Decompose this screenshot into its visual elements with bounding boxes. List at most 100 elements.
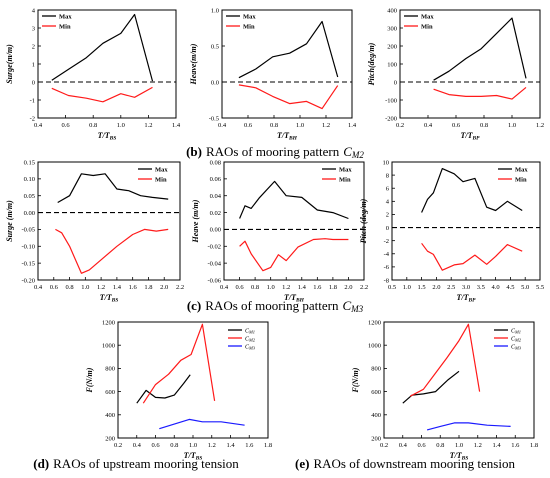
x-tick-label: 1.2 (536, 122, 544, 129)
x-tick-label: 1.0 (508, 122, 516, 129)
y-tick-label: 0.06 (210, 176, 222, 183)
x-tick-label: 0.6 (417, 442, 426, 449)
chart-c-surge: 0.4 0.6 0.8 1.0 1.2 1.4 1.6 1.8 2.0 2.2 -0.20 -0.15… (5, 159, 184, 303)
y-tick-label: -4 (384, 251, 390, 258)
x-tick-label: 1.8 (530, 442, 538, 449)
x-tick-label: 2.2 (360, 284, 368, 291)
legend-label: Min (243, 24, 255, 31)
x-tick-label: 3.5 (477, 284, 485, 291)
x-tick-label: 1.8 (144, 284, 152, 291)
x-tick-label: 1.4 (172, 122, 181, 129)
y-tick-label: 800 (371, 366, 381, 373)
series-line-m2 (142, 323, 216, 404)
y-tick-label: -200 (385, 115, 397, 122)
caption-d: (d) RAOs of upstream mooring tension (33, 456, 239, 471)
series-line-max (239, 180, 349, 220)
series-line-m3 (426, 422, 511, 431)
series-line-m1 (402, 370, 460, 404)
series-line-min (239, 238, 349, 272)
series-line-m2 (410, 323, 481, 397)
caption-b-subscript: M2 (351, 150, 364, 160)
y-tick-label: 0.08 (210, 159, 221, 166)
x-tick-label: 1.2 (282, 284, 290, 291)
legend: Max Min (498, 167, 528, 184)
x-tick-label: 1.6 (511, 442, 520, 449)
legend: Max Min (322, 167, 352, 184)
x-tick-label: 5.5 (536, 284, 544, 291)
y-tick-label: 0.0 (211, 79, 219, 86)
x-tick-label: 0.4 (133, 442, 142, 449)
x-tick-label: 1.4 (492, 442, 501, 449)
series-line-max (238, 20, 339, 79)
y-tick-label: 10 (383, 159, 390, 166)
x-tick-label: 1.2 (97, 284, 105, 291)
y-axis-label: Pitch (deg/m) (359, 198, 368, 243)
y-tick-label: 400 (387, 7, 397, 14)
x-tick-label: 1.2 (208, 442, 216, 449)
y-axis-label: Pitch(deg/m) (367, 42, 376, 85)
x-axis-label: T/TBH (284, 293, 305, 304)
y-tick-label: 4 (386, 199, 390, 206)
y-tick-label: 400 (371, 412, 381, 419)
x-tick-label: 0.8 (270, 122, 278, 129)
y-tick-label: -0.10 (21, 244, 35, 251)
x-tick-label: 0.8 (170, 442, 178, 449)
y-tick-label: -0.06 (207, 277, 221, 284)
caption-b-symbol: C (343, 144, 352, 159)
caption-c-subscript: M3 (350, 304, 363, 314)
chart-c-heave: 0.4 0.6 0.8 1.0 1.2 1.4 1.6 1.8 2.0 2.2 -0.06 -0.04… (191, 159, 368, 303)
y-tick-label: 1.0 (211, 7, 219, 14)
y-tick-label: 200 (105, 435, 115, 442)
x-tick-label: 0.8 (480, 122, 488, 129)
x-axis-label: T/TBS (100, 293, 119, 304)
x-tick-label: 0.8 (65, 284, 73, 291)
x-tick-label: 0.8 (436, 442, 444, 449)
legend: CM1 CM2 CM3 (228, 329, 256, 351)
caption-b-text: RAOs of mooring pattern (206, 144, 340, 159)
caption-b: (b) RAOs of mooring pattern CM2 (186, 144, 364, 160)
y-tick-label: 200 (371, 435, 381, 442)
x-tick-label: 2.0 (344, 284, 352, 291)
x-tick-label: 1.6 (245, 442, 254, 449)
x-tick-label: 0.4 (34, 122, 43, 129)
legend-label: Min (59, 24, 71, 31)
x-tick-label: 1.0 (81, 284, 89, 291)
legend: Max Min (138, 167, 168, 184)
caption-d-text: RAOs of upstream mooring tension (53, 456, 239, 471)
series-line-m3 (159, 418, 245, 430)
y-axis-label: Surge (m/m) (5, 200, 14, 242)
y-tick-label: 0 (32, 79, 35, 86)
x-tick-label: 1.8 (329, 284, 337, 291)
caption-e: (e) RAOs of downstream mooring tension (295, 456, 515, 471)
y-tick-label: 6 (386, 186, 390, 193)
x-tick-label: 2.5 (447, 284, 455, 291)
y-axis-label: F(N/m) (351, 367, 360, 393)
series-line-max (51, 13, 154, 82)
y-tick-label: 0 (386, 225, 389, 232)
y-tick-label: 600 (105, 389, 115, 396)
legend-label: CM1 (511, 329, 521, 335)
y-tick-label: 0.02 (210, 210, 221, 217)
caption-d-prefix: (d) (33, 456, 49, 471)
y-tick-label: 0.5 (211, 43, 219, 50)
chart-e-tension-down: 0.2 0.4 0.6 0.8 1.0 1.2 1.4 1.6 1.8 200 400 600 800 1… (351, 319, 538, 461)
y-tick-label: 600 (371, 389, 381, 396)
y-tick-label: -2 (384, 238, 389, 245)
series-line-max (421, 168, 523, 213)
legend-label: CM1 (245, 329, 255, 335)
x-tick-label: 0.5 (388, 284, 396, 291)
x-tick-label: 1.6 (129, 284, 138, 291)
y-tick-label: 100 (387, 61, 397, 68)
legend-label: Min (155, 177, 167, 184)
y-tick-label: -0.05 (21, 227, 35, 234)
caption-b-prefix: (b) (186, 144, 202, 159)
y-axis-label: F(N/m) (85, 367, 94, 393)
x-tick-label: 0.8 (251, 284, 259, 291)
legend-label: Max (59, 14, 72, 21)
y-tick-label: 0.04 (210, 193, 222, 200)
legend-label: CM2 (245, 337, 256, 343)
x-axis-label: T/TBS (184, 451, 203, 462)
y-tick-label: 1200 (368, 319, 381, 326)
series-line-m1 (136, 374, 191, 404)
legend: Max Min (404, 14, 434, 31)
